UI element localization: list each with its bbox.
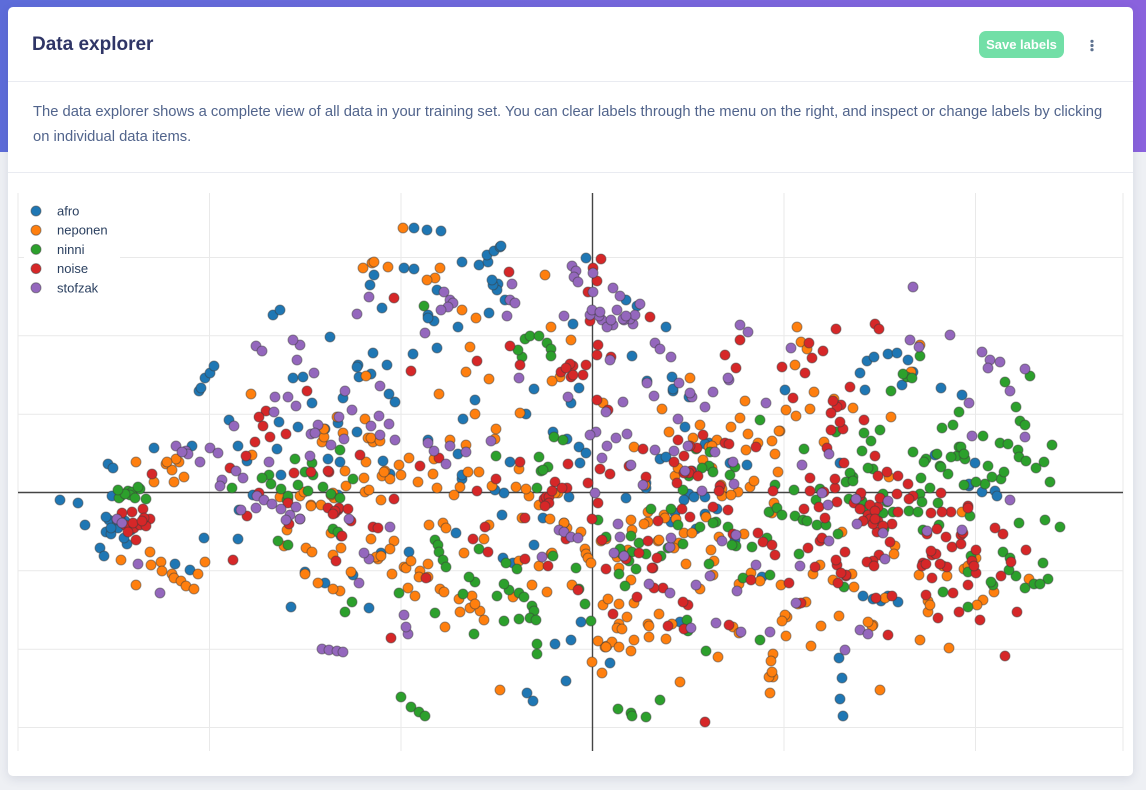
svg-text:afro: afro xyxy=(57,204,79,219)
svg-text:stofzak: stofzak xyxy=(57,280,99,295)
svg-text:neponen: neponen xyxy=(57,223,108,238)
svg-text:noise: noise xyxy=(57,261,88,276)
svg-text:ninni: ninni xyxy=(57,242,85,257)
